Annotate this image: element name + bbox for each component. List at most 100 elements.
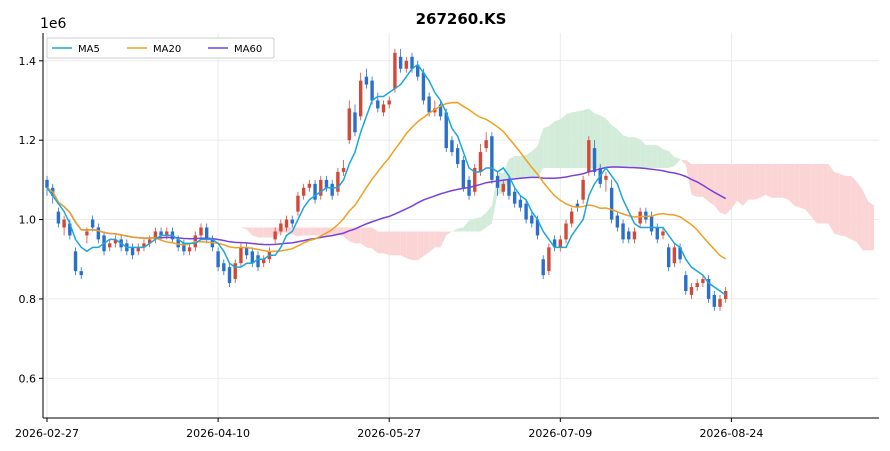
- cloud-segment: [714, 163, 721, 213]
- candle-body: [159, 231, 163, 236]
- candle-body: [353, 112, 357, 133]
- candle-body: [85, 231, 89, 236]
- cloud-segment: [486, 205, 492, 228]
- cloud-segment: [360, 227, 367, 248]
- candle-body: [518, 199, 523, 208]
- cloud-segment: [252, 227, 259, 238]
- candle-body: [404, 60, 409, 69]
- candle-body: [632, 231, 637, 240]
- candle-body: [718, 298, 722, 307]
- cloud-segment: [640, 139, 646, 168]
- candle-body: [712, 294, 717, 307]
- cloud-segment: [303, 227, 310, 236]
- cloud-segment: [480, 212, 487, 232]
- cloud-segment: [349, 227, 355, 244]
- cloud-segment: [771, 163, 778, 198]
- candle-body: [512, 191, 517, 204]
- candle-body: [644, 211, 648, 220]
- candle-body: [381, 104, 386, 113]
- cloud-segment: [337, 227, 344, 237]
- candle-body: [210, 239, 215, 248]
- cloud-segment: [851, 175, 857, 243]
- candle-body: [147, 239, 152, 244]
- cloud-segment: [354, 227, 361, 244]
- cloud-segment: [862, 189, 869, 251]
- candle-body: [649, 215, 654, 232]
- candle-body: [627, 231, 631, 240]
- candle-body: [256, 255, 260, 268]
- candle-body: [233, 263, 237, 280]
- x-tick-label: 2026-02-27: [15, 427, 79, 440]
- cloud-segment: [834, 171, 840, 236]
- candle-body: [393, 52, 397, 89]
- cloud-segment: [839, 173, 846, 237]
- ma5-line: [46, 63, 727, 296]
- cloud-segment: [623, 135, 629, 168]
- cloud-segment: [520, 155, 527, 178]
- candle-body: [284, 219, 289, 228]
- candle-body: [661, 231, 665, 236]
- candle-body: [701, 279, 705, 284]
- cloud-segment: [811, 163, 817, 224]
- candle-body: [62, 219, 66, 228]
- cloud-segment: [600, 115, 606, 168]
- candle-body: [387, 100, 391, 105]
- candle-body: [341, 167, 346, 172]
- candle-body: [73, 251, 78, 272]
- candle-body: [313, 183, 317, 200]
- candle-body: [427, 96, 431, 113]
- cloud-segment: [560, 114, 567, 168]
- legend-label: MA20: [153, 44, 181, 55]
- candle-body: [296, 195, 300, 212]
- candle-body: [552, 239, 557, 248]
- candle-body: [444, 112, 448, 149]
- candle-body: [347, 108, 351, 141]
- candle-body: [587, 140, 591, 172]
- cloud-segment: [434, 231, 441, 248]
- cloud-segment: [412, 231, 418, 261]
- cloud-segment: [799, 163, 806, 210]
- chart-title: 267260.KS: [416, 10, 507, 28]
- candle-body: [250, 251, 255, 264]
- candle-body: [290, 219, 294, 224]
- cloud-segment: [463, 220, 470, 232]
- candle-body: [501, 183, 505, 192]
- cloud-segment: [417, 231, 424, 261]
- candle-body: [364, 76, 369, 85]
- cloud-segment: [708, 163, 715, 206]
- cloud-segment: [611, 125, 618, 168]
- cloud-segment: [668, 151, 675, 168]
- candle-body: [524, 203, 528, 220]
- candle-body: [90, 219, 95, 228]
- candle-body: [558, 239, 563, 248]
- candle-body: [416, 64, 420, 77]
- cloud-segment: [822, 163, 829, 224]
- candle-body: [130, 247, 135, 256]
- cloud-segment: [200, 189, 207, 202]
- candle-body: [655, 227, 659, 240]
- cloud-segment: [195, 185, 201, 190]
- cloud-segment: [451, 228, 458, 232]
- candle-body: [96, 227, 101, 240]
- cloud-segment: [218, 207, 224, 226]
- candle-body: [689, 287, 694, 295]
- candle-body: [570, 211, 574, 224]
- candle-body: [638, 211, 642, 224]
- candle-body: [227, 267, 232, 284]
- y-tick-label: 0.8: [19, 293, 37, 306]
- candle-body: [706, 279, 711, 299]
- cloud-segment: [828, 163, 835, 234]
- cloud-segment: [223, 225, 230, 228]
- candle-body: [547, 247, 551, 272]
- legend: MA5 MA20 MA60: [46, 37, 275, 59]
- ichimoku-cloud: [195, 108, 874, 261]
- cloud-segment: [759, 163, 766, 198]
- candle-body: [530, 215, 534, 224]
- cloud-segment: [782, 163, 789, 200]
- y-tick-label: 1.4: [19, 55, 37, 68]
- candle-body: [358, 80, 363, 117]
- cloud-segment: [634, 137, 641, 168]
- cloud-segment: [856, 181, 863, 251]
- cloud-segment: [543, 126, 549, 168]
- candle-body: [79, 271, 83, 276]
